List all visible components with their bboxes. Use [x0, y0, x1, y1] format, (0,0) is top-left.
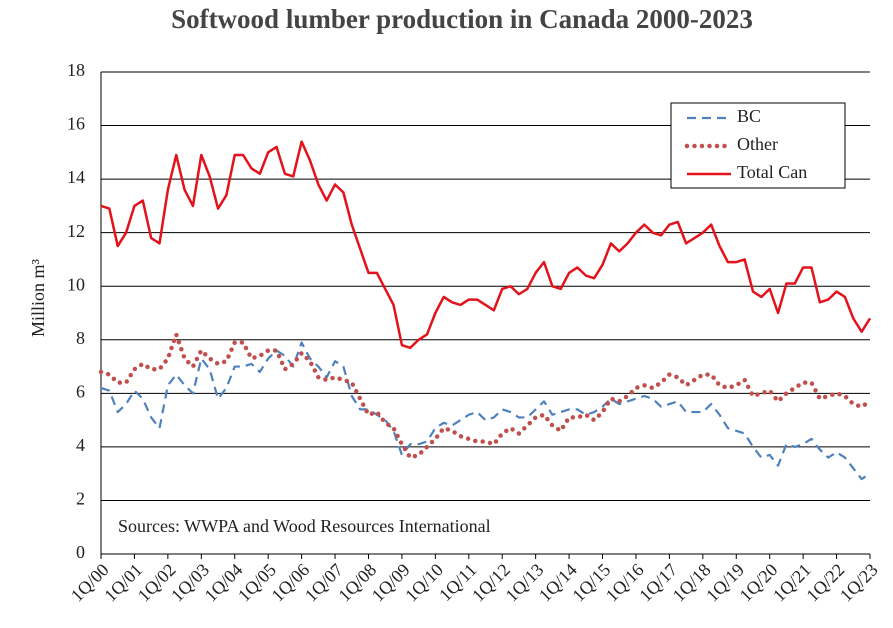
series-line	[100, 140, 872, 350]
x-tick-label: 1Q/22	[802, 560, 848, 606]
x-tick-label: 1Q/12	[468, 560, 514, 606]
x-tick-label: 1Q/07	[301, 560, 347, 606]
x-tick-label: 1Q/15	[568, 560, 614, 606]
y-tick-label: 18	[67, 60, 85, 80]
x-tick-label: 1Q/03	[167, 560, 213, 606]
x-tick-label: 1Q/02	[134, 560, 180, 606]
series-line	[100, 341, 871, 481]
x-tick-label: 1Q/19	[702, 560, 748, 606]
series-line	[98, 332, 873, 460]
x-tick-label: 1Q/23	[836, 560, 882, 606]
chart-title: Softwood lumber production in Canada 200…	[171, 4, 753, 34]
x-tick-label: 1Q/06	[267, 560, 313, 606]
y-axis-label: Million m³	[28, 258, 48, 337]
legend-label: BC	[737, 106, 761, 126]
y-tick-label: 6	[76, 381, 85, 401]
x-tick-label: 1Q/09	[368, 560, 414, 606]
x-tick-label: 1Q/00	[67, 560, 113, 606]
x-tick-label: 1Q/10	[401, 560, 447, 606]
legend-label: Total Can	[737, 162, 807, 182]
x-tick-label: 1Q/20	[735, 560, 781, 606]
y-tick-label: 16	[67, 114, 85, 134]
y-tick-label: 10	[67, 274, 85, 294]
x-tick-label: 1Q/08	[334, 560, 380, 606]
x-tick-label: 1Q/01	[100, 560, 146, 606]
legend-label: Other	[737, 134, 778, 154]
y-tick-label: 4	[76, 435, 85, 455]
annotation: Sources: WWPA and Wood Resources Interna…	[118, 516, 491, 536]
x-tick-label: 1Q/21	[769, 560, 815, 606]
x-tick-label: 1Q/16	[602, 560, 648, 606]
y-tick-label: 0	[76, 542, 85, 562]
y-tick-label: 12	[67, 221, 85, 241]
x-tick-label: 1Q/05	[234, 560, 280, 606]
x-tick-label: 1Q/17	[635, 560, 681, 606]
x-tick-label: 1Q/14	[535, 560, 581, 606]
x-tick-label: 1Q/13	[501, 560, 547, 606]
x-tick-label: 1Q/04	[201, 560, 247, 606]
y-tick-label: 14	[67, 167, 85, 187]
x-tick-label: 1Q/18	[669, 560, 715, 606]
y-tick-label: 2	[76, 489, 85, 509]
y-tick-label: 8	[76, 328, 85, 348]
